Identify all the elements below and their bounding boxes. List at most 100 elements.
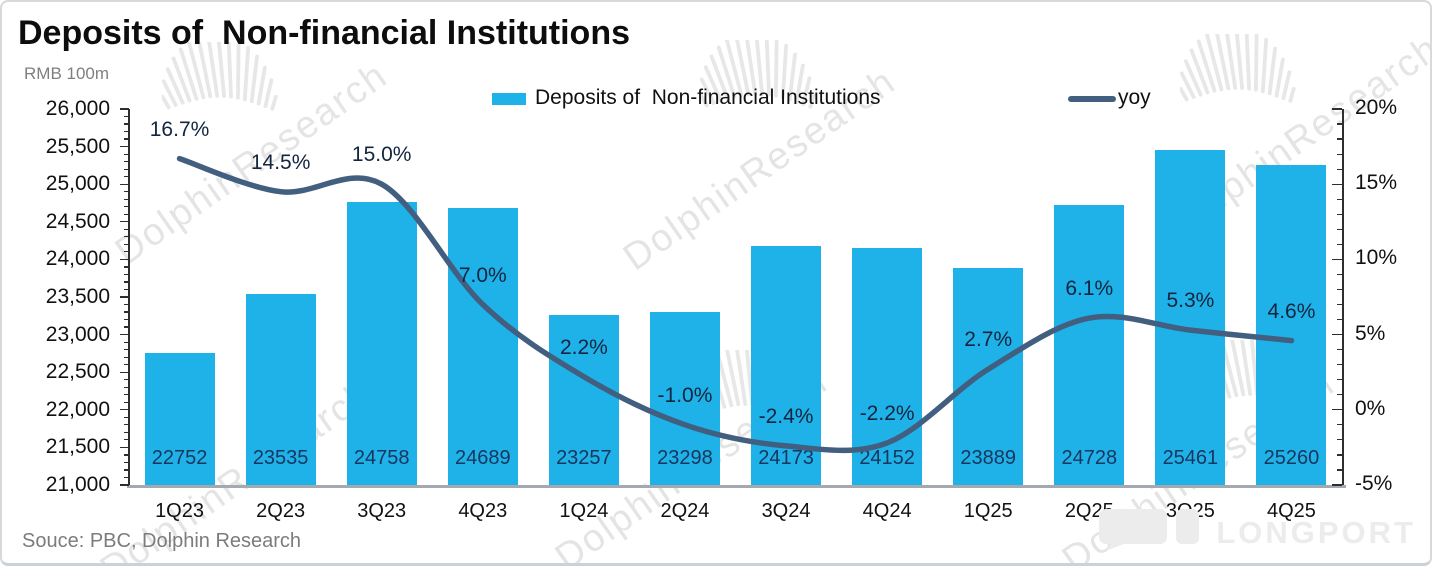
bar-value-label: 23535 [252,447,309,469]
source-note: Souce: PBC, Dolphin Research [22,530,302,552]
yoy-value-label: 15.0% [351,143,412,167]
left-axis-tick [124,206,129,208]
yoy-value-label: 5.3% [1166,289,1215,313]
x-axis-label: 4Q24 [862,500,912,522]
yoy-value-label: 16.7% [149,117,210,141]
left-axis-tick [124,431,129,433]
bar-value-label: 23889 [960,447,1017,469]
legend-item-deposits: Deposits of Non-financial Institutions [492,86,881,110]
bar-value-label: 23298 [657,447,713,469]
bar-value-label: 24152 [859,447,915,469]
right-axis-tick [1337,228,1342,230]
deposit-bar [1155,149,1226,485]
left-axis-tick [124,123,129,125]
left-axis-tick [124,394,129,396]
legend-deposits-label: Deposits of Non-financial Institutions [535,86,881,109]
yoy-value-label: 2.2% [559,335,608,359]
left-axis-label: 24,000 [45,247,110,271]
longport-watermark: LONGPORT [1096,508,1416,557]
yoy-value-label: 4.6% [1267,299,1316,323]
left-axis-tick [124,341,129,343]
yoy-value-label: 6.1% [1065,277,1114,301]
yoy-value-label: -1.0% [657,383,713,407]
left-axis-tick [124,138,129,140]
left-axis-tick [124,416,129,418]
right-axis-tick [1337,394,1342,396]
right-axis-tick [1332,409,1342,411]
left-axis-tick [124,236,129,238]
left-axis-tick [124,386,129,388]
right-axis-tick [1337,213,1342,215]
right-axis-label: 0% [1355,396,1386,420]
x-axis-label: 4Q25 [1266,500,1316,522]
right-axis-tick [1337,243,1342,245]
bar-value-label: 25461 [1162,447,1219,469]
left-axis-tick [124,161,129,163]
right-axis-tick [1337,288,1342,291]
right-axis-line [1342,109,1344,485]
left-axis-tick [124,356,129,358]
left-axis-label: 23,500 [45,285,110,308]
right-axis-tick [1337,153,1342,155]
left-axis-tick [124,461,129,464]
left-axis-tick [124,469,129,471]
right-axis-tick [1337,349,1342,351]
left-axis-tick [124,476,129,479]
right-axis-label: 20% [1355,96,1398,119]
left-axis-label: 26,000 [45,97,110,120]
right-axis-tick [1337,138,1342,140]
right-axis-tick [1337,379,1342,381]
bar-value-label: 23257 [556,447,612,469]
left-axis-label: 22,500 [45,360,110,384]
left-axis-tick [124,349,129,351]
yoy-value-label: 14.5% [250,150,311,174]
right-axis-label: 10% [1355,246,1398,270]
left-axis-label: 25,000 [45,172,110,196]
left-axis-tick [124,303,129,306]
x-axis-label: 1Q24 [559,500,609,522]
left-axis-tick [124,191,129,193]
left-axis-tick [120,296,129,298]
right-axis-tick [1337,424,1342,426]
bar-value-label: 24689 [454,447,511,469]
x-axis-label: 1Q23 [155,500,204,522]
left-axis-tick [124,251,129,253]
left-axis-tick [120,409,129,411]
left-axis-tick [120,146,129,148]
right-axis-tick [1337,198,1342,200]
left-axis-tick [124,176,129,178]
left-axis-tick [124,168,129,170]
bar-value-label: 24173 [758,447,814,469]
x-axis-label: 2Q23 [256,500,306,522]
left-axis-tick [120,334,129,336]
right-axis-tick [1332,484,1342,486]
x-axis-label: 2Q24 [660,500,710,522]
left-axis-tick [124,228,129,230]
left-axis-tick [124,401,129,403]
deposit-bar [346,202,417,485]
left-axis-label: 22,000 [45,397,110,421]
axis-unit-label: RMB 100m [24,64,110,83]
right-axis-tick [1332,334,1342,336]
left-axis-tick [124,273,129,276]
right-axis-tick [1337,318,1342,321]
legend-yoy-label: yoy [1118,86,1151,109]
right-axis-label: 15% [1355,171,1398,195]
x-axis-label: 1Q25 [963,500,1013,522]
left-axis-tick [124,454,129,456]
right-axis-tick [1332,108,1342,110]
left-axis-tick [120,371,129,373]
x-axis-label: 4Q23 [458,500,508,522]
left-axis-tick [124,424,129,426]
right-axis-tick [1337,168,1342,170]
left-axis-tick [124,326,129,328]
longport-bubble-icon [1096,508,1200,557]
left-axis-tick [124,281,129,283]
right-axis-tick [1337,123,1342,125]
left-axis-label: 24,500 [45,209,110,233]
right-axis-tick [1337,273,1342,276]
legend-line-swatch-icon [1068,96,1116,102]
bar-value-label: 25260 [1263,447,1320,469]
left-axis-tick [124,364,129,366]
